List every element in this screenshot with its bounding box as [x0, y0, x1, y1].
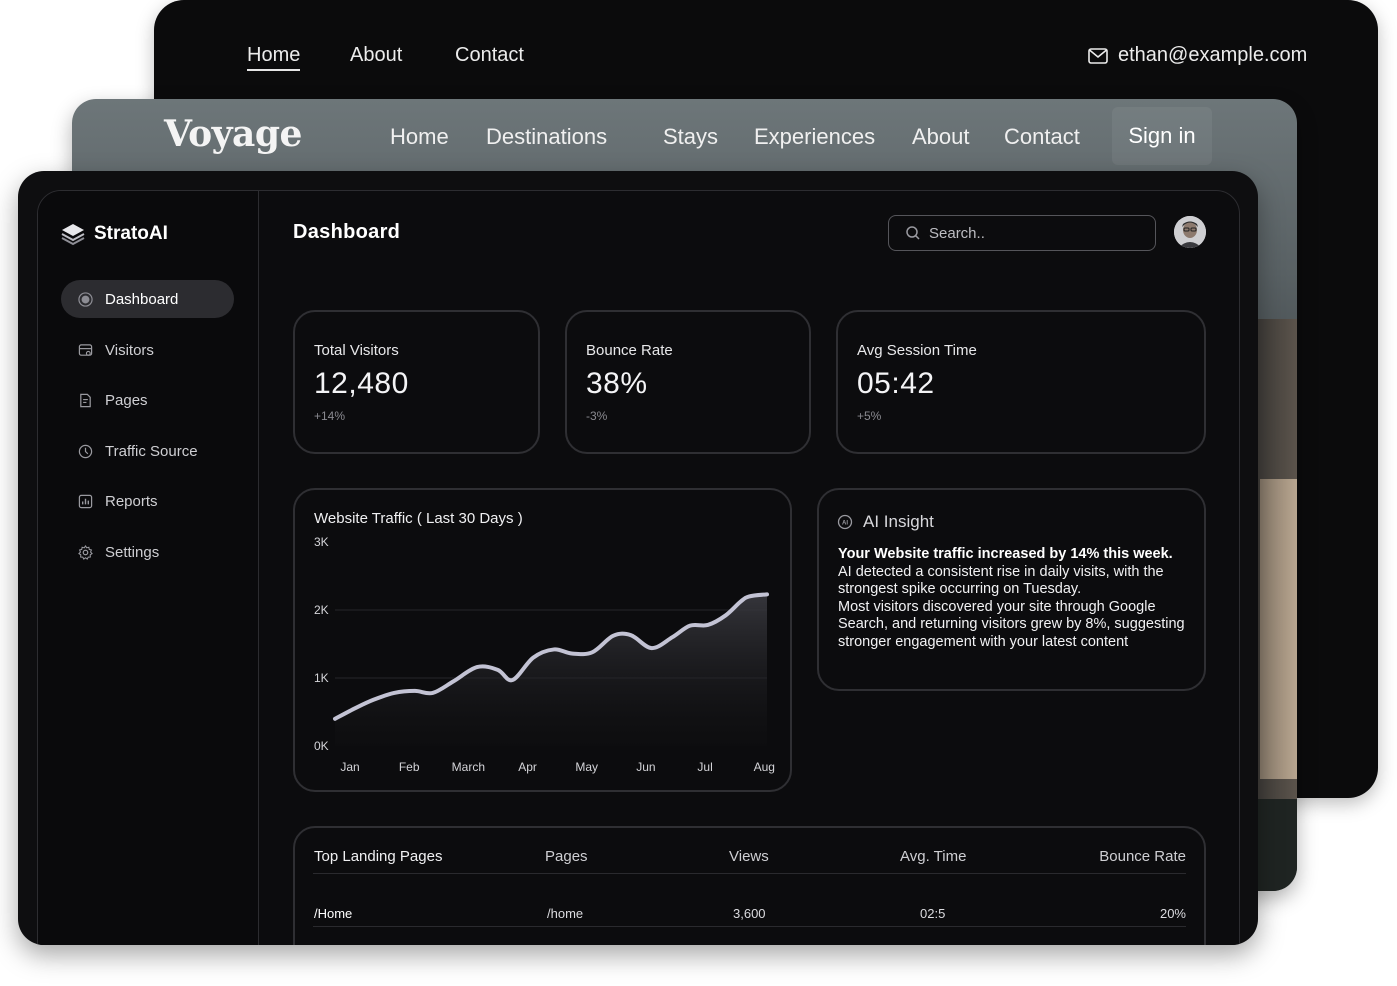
x-tick-label: Jan: [340, 760, 359, 774]
voyage-nav-about[interactable]: About: [912, 124, 970, 149]
stat-value: 12,480: [314, 367, 409, 400]
traffic-chart-card: Website Traffic ( Last 30 Days ) 0K 1K 2K 3…: [293, 488, 792, 792]
brand-name: StratoAI: [94, 223, 168, 244]
sidebar-item-visitors[interactable]: Visitors: [61, 331, 234, 369]
stat-delta: +5%: [857, 409, 882, 423]
column-header-pages[interactable]: Pages: [545, 848, 588, 865]
hero-building-facade: [1260, 479, 1297, 779]
brand[interactable]: StratoAI: [60, 221, 168, 247]
voyage-signin-button[interactable]: Sign in: [1112, 107, 1212, 165]
stat-card-bounce-rate: Bounce Rate 38% -3%: [565, 310, 811, 454]
user-photo-icon: [1174, 216, 1206, 248]
sidebar: StratoAI Dashboard Visitors Pages Traffi…: [38, 191, 259, 945]
x-tick-label: Aug: [754, 760, 775, 774]
y-tick-label: 1K: [314, 671, 329, 685]
sidebar-item-reports[interactable]: Reports: [61, 482, 234, 520]
column-header-views[interactable]: Views: [729, 848, 769, 865]
row-name: /Home: [314, 906, 353, 921]
stat-value: 05:42: [857, 367, 935, 400]
x-tick-label: Feb: [399, 760, 420, 774]
sidebar-item-label: Pages: [105, 391, 148, 409]
stat-delta: -3%: [586, 409, 608, 423]
hero-trees: [1252, 799, 1297, 891]
sidebar-item-label: Traffic Source: [105, 442, 198, 460]
landing-pages-table: Top Landing Pages Pages Views Avg. Time …: [293, 826, 1206, 945]
traffic-line: [333, 592, 769, 721]
dashboard-icon: [78, 291, 93, 307]
chart-title: Website Traffic ( Last 30 Days ): [314, 510, 523, 527]
sidebar-item-label: Reports: [105, 492, 158, 510]
y-tick-label: 3K: [314, 535, 329, 549]
traffic-chart: 0K 1K 2K 3K Jan Feb March Apr May Jun Jul Aug: [314, 535, 775, 774]
x-tick-label: Jun: [636, 760, 655, 774]
ai-insight-card: AI AI Insight Your Website traffic incre…: [817, 488, 1206, 691]
visitors-icon: [78, 343, 93, 356]
strato-window: StratoAI Dashboard Visitors Pages Traffi…: [18, 171, 1258, 945]
layers-logo-icon: [61, 224, 85, 246]
search-input[interactable]: Search..: [888, 215, 1156, 251]
stat-label: Total Visitors: [314, 342, 399, 359]
ai-chip-icon: AI: [837, 514, 853, 530]
back-nav-contact[interactable]: Contact: [455, 44, 524, 66]
row-page: /home: [547, 906, 584, 921]
sidebar-item-label: Dashboard: [105, 290, 179, 308]
mail-icon: [1088, 47, 1108, 64]
sidebar-item-traffic-source[interactable]: Traffic Source: [61, 432, 234, 470]
column-header-avg-time[interactable]: Avg. Time: [900, 848, 967, 865]
x-tick-label: Apr: [518, 760, 537, 774]
sidebar-item-pages[interactable]: Pages: [61, 381, 234, 419]
voyage-nav-contact[interactable]: Contact: [1004, 124, 1080, 149]
stat-card-avg-session: Avg Session Time 05:42 +5%: [836, 310, 1206, 454]
sidebar-item-label: Settings: [105, 543, 160, 561]
x-tick-label: May: [575, 760, 598, 774]
sidebar-item-dashboard[interactable]: Dashboard: [61, 280, 234, 318]
email-link[interactable]: ethan@example.com: [1088, 44, 1307, 67]
row-bounce: 20%: [1159, 906, 1186, 921]
stat-delta: +14%: [314, 409, 346, 423]
stat-card-total-visitors: Total Visitors 12,480 +14%: [293, 310, 540, 454]
ai-insight-text: AI detected a consistent rise in daily v…: [838, 563, 1185, 650]
stat-label: Bounce Rate: [586, 342, 673, 359]
avatar[interactable]: [1174, 216, 1206, 248]
ai-insight-title: AI Insight: [863, 512, 934, 531]
voyage-nav-destinations[interactable]: Destinations: [486, 124, 608, 149]
row-avg-time: 02:5: [920, 906, 946, 921]
svg-text:AI: AI: [842, 521, 848, 527]
ai-insight-headline: Your Website traffic increased by 14% th…: [838, 546, 1173, 562]
page-title: Dashboard: [293, 221, 401, 243]
back-nav-about[interactable]: About: [350, 44, 403, 66]
traffic-icon: [78, 444, 93, 458]
traffic-area: [335, 594, 767, 746]
y-tick-label: 2K: [314, 603, 329, 617]
stat-value: 38%: [586, 367, 648, 400]
y-tick-label: 0K: [314, 739, 329, 753]
voyage-logo[interactable]: Voyage: [164, 113, 302, 155]
table-divider: [313, 873, 1186, 874]
x-tick-label: March: [452, 760, 485, 774]
pages-icon: [80, 393, 91, 407]
row-views: 3,600: [733, 906, 766, 921]
app-frame: StratoAI Dashboard Visitors Pages Traffi…: [37, 190, 1240, 945]
column-header-bounce-rate[interactable]: Bounce Rate: [1099, 848, 1186, 865]
table-title: Top Landing Pages: [314, 848, 443, 865]
settings-icon: [78, 544, 93, 560]
search-icon: [906, 226, 920, 240]
voyage-nav-home[interactable]: Home: [390, 124, 449, 149]
back-nav-home[interactable]: Home: [247, 44, 301, 71]
reports-icon: [78, 494, 93, 508]
x-tick-label: Jul: [697, 760, 712, 774]
sidebar-item-settings[interactable]: Settings: [61, 533, 234, 571]
table-divider: [313, 926, 1186, 927]
voyage-nav-stays[interactable]: Stays: [663, 124, 719, 149]
sidebar-item-label: Visitors: [105, 341, 154, 359]
voyage-nav-experiences[interactable]: Experiences: [754, 124, 876, 149]
ai-insight-header: AI AI Insight: [837, 512, 934, 532]
email-text: ethan@example.com: [1118, 44, 1308, 66]
ai-insight-body: Your Website traffic increased by 14% th…: [838, 546, 1188, 651]
stat-label: Avg Session Time: [857, 342, 977, 359]
search-placeholder: Search..: [929, 224, 985, 242]
